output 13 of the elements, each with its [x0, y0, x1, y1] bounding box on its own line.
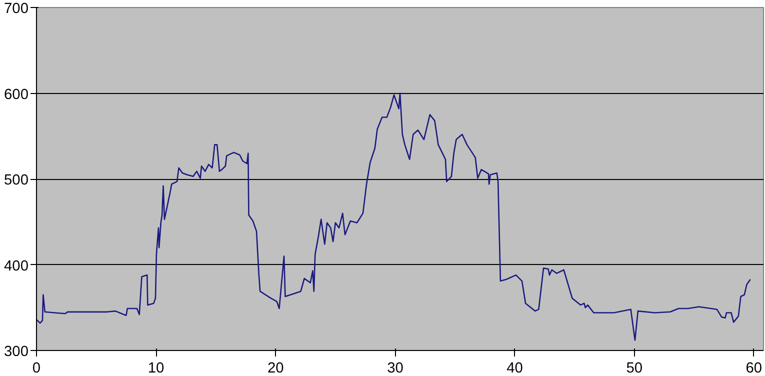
y-tick-label: 600 — [4, 86, 29, 103]
y-tick-label: 300 — [4, 344, 29, 360]
x-tick-label: 10 — [148, 360, 164, 376]
x-tick-label: 60 — [746, 360, 762, 376]
y-tick-label: 500 — [4, 172, 29, 188]
x-tick-label: 30 — [387, 360, 404, 376]
x-tick-label: 50 — [626, 360, 643, 376]
x-tick-label: 20 — [267, 360, 284, 376]
y-tick-label: 700 — [4, 1, 29, 17]
x-tick-label: 0 — [32, 360, 41, 376]
y-tick-label: 400 — [4, 258, 29, 274]
line-series — [36, 92, 751, 341]
x-tick-label: 40 — [506, 360, 523, 376]
